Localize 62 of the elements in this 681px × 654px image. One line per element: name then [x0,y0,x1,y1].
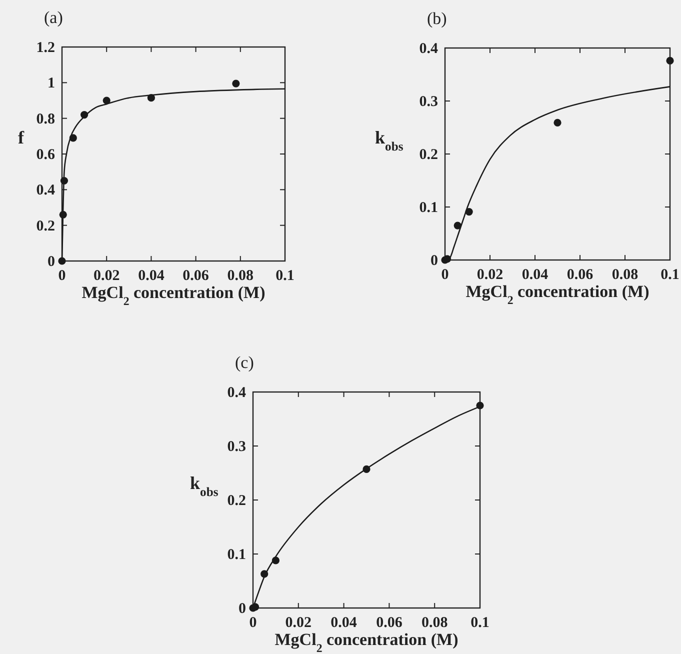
y-tick-label: 0 [48,254,55,270]
point [260,570,268,578]
y-tick-label: 0.2 [227,493,246,509]
x-tick-label: 0.04 [522,267,549,283]
point [476,402,484,410]
x-tick-label: 0.1 [470,615,490,631]
x-axis-title: MgCl$_{2}$ concentration (M) [82,283,266,308]
y-tick-label: 0.4 [419,41,438,57]
x-tick-label: 0.08 [421,615,448,631]
y-axis-title: k$_{obs}$ [190,473,218,500]
chart-title: (c) [235,353,254,372]
x-tick-label: 0.02 [285,615,312,631]
x-tick-label: 0.1 [660,267,680,283]
x-tick-label: 0.04 [330,615,358,631]
y-tick-label: 0 [238,601,246,617]
x-tick-label: 0.06 [566,267,594,283]
point [80,110,88,119]
point [60,176,68,185]
x-axis-title: MgCl$_{2}$ concentration (M) [466,282,650,307]
x-tick-label: 0.04 [138,268,165,284]
point [443,255,452,263]
x-axis-title: MgCl$_{2}$ concentration (M) [274,630,458,654]
x-tick-label: 0.06 [182,268,210,284]
point [59,210,67,218]
y-tick-label: 0.6 [36,147,56,163]
y-axis-title: k$_{obs}$ [375,127,404,154]
y-tick-label: 0.4 [227,385,246,401]
x-tick-label: 0.08 [227,268,254,284]
y-tick-label: 0.1 [227,547,246,563]
x-tick-label: 0.06 [376,615,403,631]
point [272,556,280,564]
x-tick-label: 0 [249,615,257,631]
point [454,222,462,230]
point [465,208,473,216]
y-tick-label: 0.3 [227,439,246,455]
chart-title: (a) [44,8,63,27]
point [554,118,562,127]
x-tick-label: 0.02 [476,267,504,283]
y-tick-label: 0.4 [36,182,56,199]
x-tick-label: 0.1 [276,268,294,284]
point [102,96,110,104]
y-tick-label: 0.3 [419,94,438,110]
y-tick-label: 0 [430,253,438,269]
point [69,134,77,142]
y-tick-label: 0.2 [36,218,55,234]
y-tick-label: 0.8 [36,111,55,128]
x-tick-label: 0 [441,267,449,283]
y-tick-label: 0.2 [419,147,438,163]
point [232,80,240,88]
point [251,603,260,611]
x-tick-label: 0 [58,268,66,284]
x-tick-label: 0.02 [93,268,120,284]
point [147,94,155,102]
point [666,56,674,65]
point [58,257,66,265]
x-tick-label: 0.08 [612,267,638,283]
y-tick-label: 1.2 [36,40,55,56]
point [362,465,370,474]
y-axis-title: f [18,127,25,148]
y-tick-label: 1 [48,76,55,92]
chart-title: (b) [427,9,447,28]
y-tick-label: 0.1 [419,200,438,216]
